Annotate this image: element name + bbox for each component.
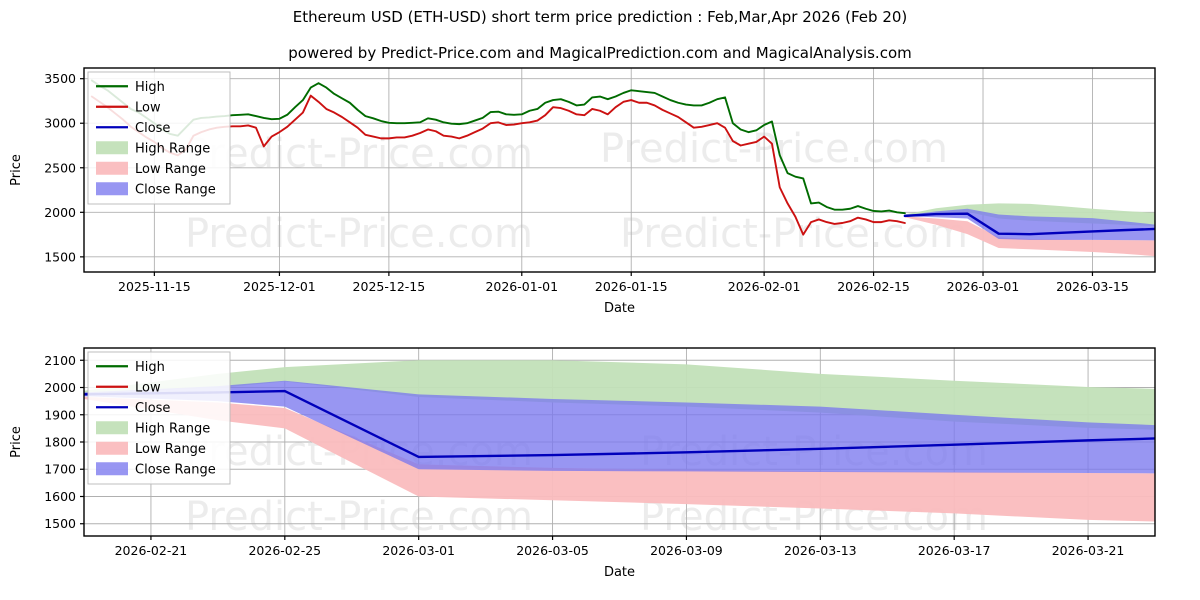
svg-text:Predict-Price.com: Predict-Price.com [185,211,533,257]
svg-text:3500: 3500 [44,71,76,86]
svg-text:2026-02-25: 2026-02-25 [248,543,321,558]
svg-text:2026-03-01: 2026-03-01 [382,543,455,558]
svg-text:2026-03-17: 2026-03-17 [918,543,991,558]
svg-text:2026-03-13: 2026-03-13 [784,543,857,558]
svg-text:Low Range: Low Range [135,162,206,177]
svg-text:High Range: High Range [135,421,210,436]
svg-text:2500: 2500 [44,160,76,175]
svg-text:High Range: High Range [135,141,210,156]
svg-text:1500: 1500 [44,516,76,531]
svg-text:Close: Close [135,401,170,416]
svg-text:1800: 1800 [44,435,76,450]
svg-text:2026-03-09: 2026-03-09 [650,543,723,558]
svg-text:2026-02-21: 2026-02-21 [115,543,188,558]
svg-text:2026-01-01: 2026-01-01 [485,279,558,294]
svg-text:2025-11-15: 2025-11-15 [118,279,191,294]
forecast-zoom-chart: Predict-Price.comPredict-Price.comPredic… [0,325,1200,600]
svg-text:2026-03-01: 2026-03-01 [947,279,1020,294]
svg-text:High: High [135,360,165,375]
page-subtitle: powered by Predict-Price.com and Magical… [288,44,912,62]
svg-text:2026-03-15: 2026-03-15 [1056,279,1129,294]
svg-text:Close: Close [135,121,170,136]
svg-text:2025-12-15: 2025-12-15 [353,279,426,294]
overview-chart: Predict-Price.com Predict-Price.com Predic… [0,62,1200,320]
svg-text:2000: 2000 [44,380,76,395]
svg-text:2000: 2000 [44,205,76,220]
svg-text:1900: 1900 [44,407,76,422]
svg-text:2026-02-01: 2026-02-01 [728,279,801,294]
svg-text:3000: 3000 [44,116,76,131]
svg-text:Predict-Price.com: Predict-Price.com [185,131,533,177]
svg-text:Low Range: Low Range [135,442,206,457]
svg-text:Close Range: Close Range [135,182,216,197]
svg-text:1700: 1700 [44,462,76,477]
svg-text:Predict-Price.com: Predict-Price.com [620,211,968,257]
svg-text:1600: 1600 [44,489,76,504]
svg-text:Low: Low [135,100,161,115]
svg-text:Date: Date [604,565,635,580]
svg-text:2025-12-01: 2025-12-01 [243,279,316,294]
svg-text:1500: 1500 [44,249,76,264]
svg-text:2026-02-15: 2026-02-15 [837,279,910,294]
svg-text:2026-03-05: 2026-03-05 [516,543,589,558]
svg-text:2026-01-15: 2026-01-15 [595,279,668,294]
svg-text:Date: Date [604,301,635,316]
svg-text:Low: Low [135,380,161,395]
svg-text:Predict-Price.com: Predict-Price.com [185,494,533,540]
svg-text:Price: Price [9,154,24,186]
page-title: Ethereum USD (ETH-USD) short term price … [292,8,908,26]
svg-text:2100: 2100 [44,353,76,368]
svg-text:Close Range: Close Range [135,462,216,477]
svg-text:Price: Price [9,426,24,458]
svg-text:2026-03-21: 2026-03-21 [1052,543,1125,558]
svg-text:High: High [135,80,165,95]
